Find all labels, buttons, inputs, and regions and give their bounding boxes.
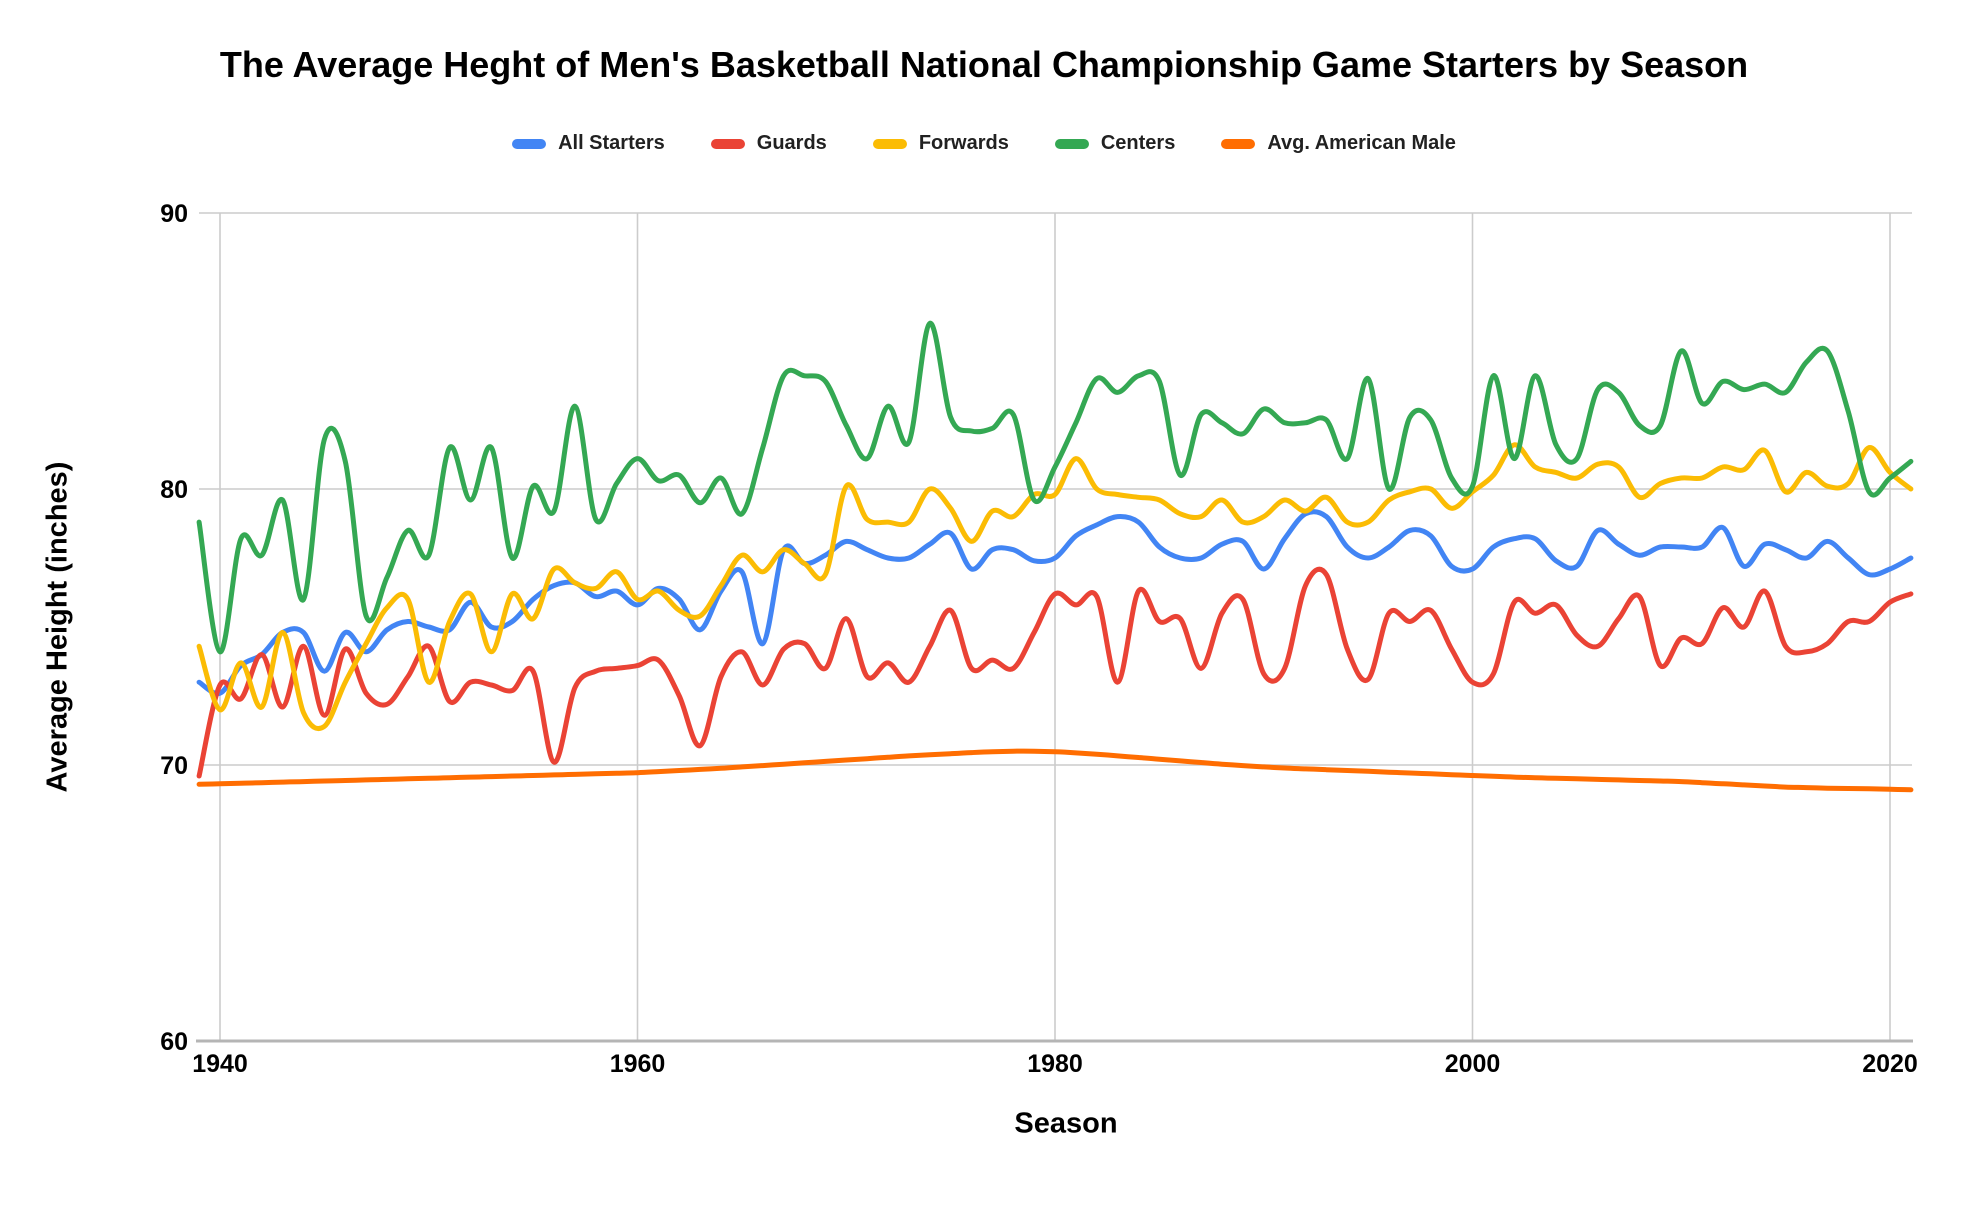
y-tick-label: 80: [160, 476, 188, 504]
x-tick-label: 2000: [1445, 1050, 1501, 1078]
legend-swatch-all-starters: [512, 138, 547, 149]
x-tick-label: 1980: [1027, 1050, 1083, 1078]
x-axis-title: Season: [1014, 1107, 1118, 1140]
y-tick-label: 70: [160, 752, 188, 780]
legend-item-avg-american-male: Avg. American Male: [1221, 132, 1456, 155]
gridlines: [196, 212, 1913, 1043]
x-tick-label: 1940: [192, 1050, 248, 1078]
chart-title: The Average Heght of Men's Basketball Na…: [219, 44, 1749, 85]
legend-label: Forwards: [918, 132, 1009, 154]
series-lines: [196, 320, 1914, 793]
series-line-forwards: [196, 442, 1914, 732]
y-tick-label: 60: [160, 1028, 188, 1056]
series-line-avg-american-male: [196, 748, 1914, 793]
tick-labels: 60 70 80 90 1940 1960 1980 2000 2020: [160, 200, 1918, 1078]
series-line-guards: [196, 566, 1914, 779]
legend-label: All Starters: [558, 132, 665, 154]
legend-swatch-guards: [710, 138, 745, 149]
series-line-centers: [196, 320, 1914, 655]
legend-item-guards: Guards: [710, 132, 827, 155]
legend-item-all-starters: All Starters: [512, 132, 665, 155]
y-tick-label: 90: [160, 200, 188, 228]
legend-label: Guards: [756, 132, 827, 154]
legend-label: Avg. American Male: [1267, 132, 1456, 154]
x-tick-label: 2020: [1862, 1050, 1918, 1078]
legend-swatch-forwards: [872, 138, 907, 149]
legend: All Starters Guards Forwards Centers Avg. Am…: [0, 132, 1968, 155]
legend-item-centers: Centers: [1054, 132, 1176, 155]
legend-swatch-centers: [1054, 138, 1089, 149]
legend-swatch-avg-american-male: [1221, 138, 1256, 149]
x-tick-label: 1960: [610, 1050, 666, 1078]
y-axis-title: Average Height (inches): [41, 461, 74, 793]
legend-label: Centers: [1100, 132, 1176, 154]
series-line-all-starters: [196, 509, 1914, 697]
legend-item-forwards: Forwards: [872, 132, 1009, 155]
